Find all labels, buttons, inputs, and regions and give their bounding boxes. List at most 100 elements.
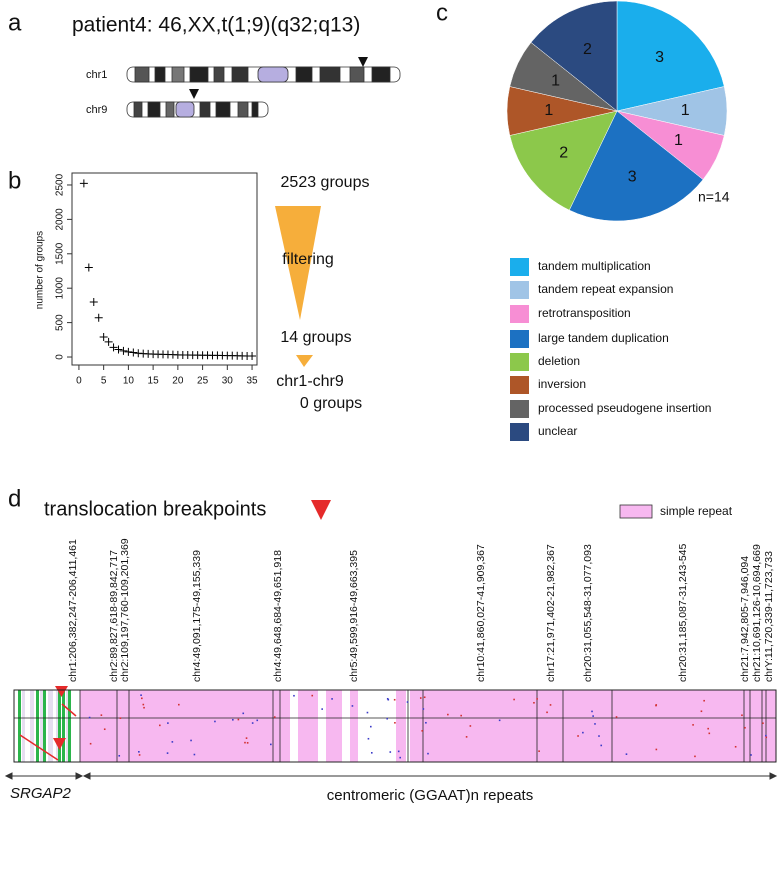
- dot: [594, 723, 596, 725]
- dot: [734, 745, 737, 748]
- dot: [469, 725, 472, 727]
- point: [79, 179, 88, 188]
- karyotype-title: patient4: 46,XX,t(1;9)(q32;q13): [72, 14, 360, 37]
- dot: [625, 753, 628, 755]
- legend-label: deletion: [538, 354, 580, 368]
- dot: [214, 720, 216, 723]
- dot: [397, 750, 400, 753]
- legend-label: inversion: [538, 377, 586, 391]
- x-tick-label: 15: [148, 376, 160, 387]
- dot: [708, 732, 711, 735]
- dot: [366, 711, 369, 714]
- x-tick-label: 0: [76, 376, 82, 387]
- dot: [140, 694, 142, 696]
- dot: [166, 752, 169, 754]
- dot: [598, 735, 600, 737]
- marker: [53, 738, 66, 750]
- y-tick-label: 1500: [55, 242, 66, 265]
- dot: [159, 724, 161, 727]
- dot: [425, 721, 427, 724]
- dot: [538, 750, 540, 752]
- region-coordinate: chr4:49,648,684-49,651,918: [272, 550, 284, 682]
- legend-swatch: [510, 376, 529, 394]
- dot: [422, 708, 425, 710]
- filter-text: 14 groups: [280, 329, 351, 346]
- legend-swatch: [510, 258, 529, 276]
- dot: [615, 716, 618, 718]
- dot: [394, 721, 396, 724]
- legend-swatch: [510, 305, 529, 323]
- dot: [549, 704, 552, 706]
- dot: [536, 698, 538, 700]
- dot: [119, 717, 122, 719]
- panel-label: a: [8, 9, 22, 36]
- dot: [273, 716, 276, 718]
- slice-label: 1: [544, 102, 553, 119]
- region-label: SRGAP2: [10, 785, 72, 802]
- region-coordinate: chr5:49,599,916-49,663,395: [348, 550, 360, 682]
- dot: [138, 751, 140, 753]
- dot: [321, 708, 323, 710]
- region-coordinate: chr2:109,197,760-109,201,369: [119, 538, 131, 682]
- dot: [393, 698, 396, 701]
- marker: [55, 686, 68, 697]
- filter-arrow: [296, 355, 313, 367]
- dot: [244, 741, 246, 744]
- x-tick-label: 25: [197, 376, 209, 387]
- point: [119, 346, 128, 355]
- dot: [142, 703, 145, 706]
- x-tick-label: 10: [123, 376, 135, 387]
- region-coordinate: chr4:49,091,175-49,155,339: [191, 550, 203, 682]
- slice-label: 3: [628, 169, 637, 186]
- green-stripe: [43, 690, 46, 762]
- diag: [61, 703, 77, 717]
- dot: [513, 698, 515, 701]
- dot: [406, 701, 409, 703]
- gap: [290, 690, 298, 762]
- slice-label: 3: [655, 49, 664, 66]
- diag: [19, 734, 59, 761]
- dot: [533, 701, 535, 704]
- dot: [100, 714, 103, 716]
- dot: [118, 754, 121, 757]
- dot: [242, 712, 245, 715]
- point: [129, 348, 138, 357]
- pink-bg: [80, 690, 776, 762]
- dot: [138, 754, 141, 756]
- dot: [694, 755, 696, 758]
- dot: [765, 736, 768, 739]
- x-tick-label: 5: [101, 376, 107, 387]
- region-coordinate: chr21:10,691,126-10,694,669: [751, 544, 763, 682]
- dot: [762, 722, 764, 725]
- y-tick-label: 2500: [55, 173, 66, 196]
- y-tick-label: 2000: [55, 208, 66, 231]
- dot: [311, 694, 314, 697]
- legend-swatch: [510, 330, 529, 348]
- region-coordinate: chr17:21,971,402-21,982,367: [545, 544, 557, 682]
- region-coordinate: chrY:11,720,339-11,723,733: [763, 551, 775, 682]
- filter-text: 0 groups: [300, 395, 362, 412]
- dot: [707, 727, 709, 730]
- region-coordinate: chr2:89,827,618-89,842,717: [108, 550, 120, 682]
- chromosome-label: chr9: [86, 104, 107, 116]
- y-tick-label: 500: [55, 314, 66, 331]
- green-stripe: [68, 690, 71, 762]
- dot: [89, 742, 92, 745]
- dot: [655, 704, 657, 707]
- dot: [582, 731, 584, 734]
- point: [104, 337, 113, 346]
- legend-label: tandem multiplication: [538, 259, 651, 273]
- dot: [370, 752, 373, 754]
- dot: [245, 737, 248, 739]
- dot: [498, 719, 501, 722]
- slice-label: 2: [559, 145, 568, 162]
- region-coordinate: chr20:31,055,548-31,077,093: [582, 544, 594, 682]
- dot: [703, 699, 705, 702]
- chromosome-label: chr1: [86, 69, 107, 81]
- point: [89, 297, 98, 306]
- dot: [237, 718, 240, 721]
- dot: [193, 753, 196, 756]
- panel-label: b: [8, 167, 21, 194]
- dot: [246, 742, 249, 744]
- dot: [293, 694, 295, 697]
